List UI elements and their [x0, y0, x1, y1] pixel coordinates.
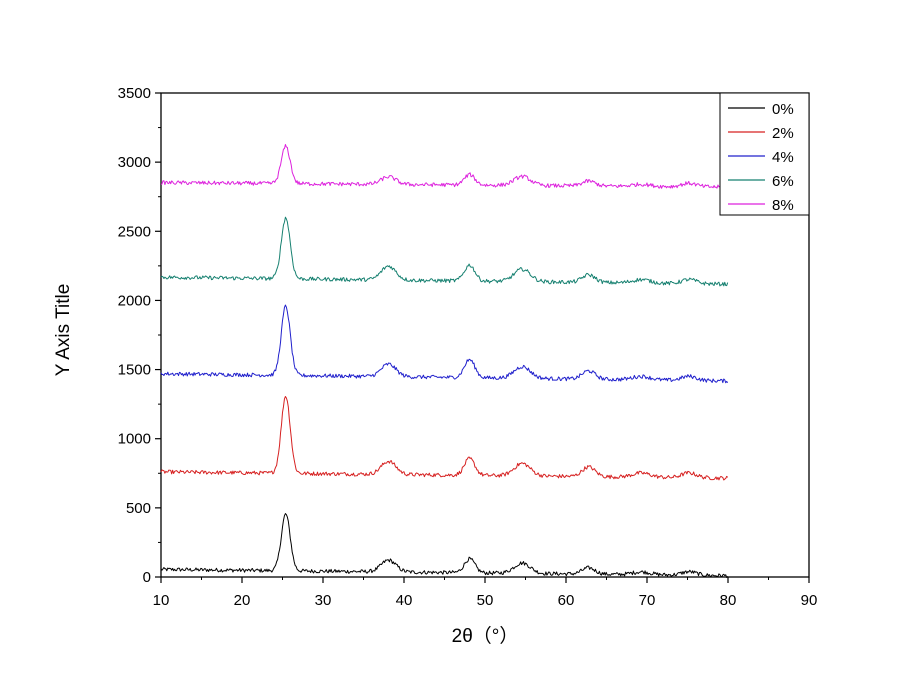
series-layer [160, 144, 729, 578]
legend-label: 6% [772, 173, 794, 190]
series-line-3 [160, 216, 729, 287]
y-tick-label: 3500 [118, 85, 151, 102]
x-tick-label: 80 [720, 592, 737, 609]
y-tick-label: 0 [143, 569, 151, 586]
y-axis: 0 500 1000 1500 2000 2500 3000 3500 [118, 85, 161, 586]
y-tick-label: 3000 [118, 154, 151, 171]
x-tick-label: 20 [234, 592, 251, 609]
x-tick-label: 10 [153, 592, 170, 609]
y-tick-label: 2500 [118, 223, 151, 240]
series-line-2 [160, 304, 729, 384]
series-line-1 [160, 395, 729, 481]
series-line-0 [160, 513, 729, 578]
legend-label: 0% [772, 101, 794, 118]
x-tick-label: 50 [477, 592, 494, 609]
y-tick-label: 1500 [118, 362, 151, 379]
legend-box [719, 92, 810, 216]
x-axis: 10 20 30 40 50 60 70 80 90 [153, 577, 818, 609]
x-tick-label: 60 [558, 592, 575, 609]
legend-label: 4% [772, 149, 794, 166]
y-tick-label: 2000 [118, 292, 151, 309]
x-tick-label: 90 [801, 592, 818, 609]
y-tick-label: 500 [126, 500, 151, 517]
legend-label: 2% [772, 125, 794, 142]
x-axis-title: 2θ（°） [452, 625, 519, 647]
y-tick-label: 1000 [118, 431, 151, 448]
series-line-4 [160, 144, 728, 190]
x-tick-label: 30 [315, 592, 332, 609]
legend: 0% 2% 4% 6% 8% [719, 92, 810, 216]
plot-frame [160, 92, 810, 578]
x-tick-label: 40 [396, 592, 413, 609]
x-tick-label: 70 [639, 592, 656, 609]
legend-label: 8% [772, 197, 794, 214]
y-axis-title: Y Axis Title [53, 284, 74, 377]
